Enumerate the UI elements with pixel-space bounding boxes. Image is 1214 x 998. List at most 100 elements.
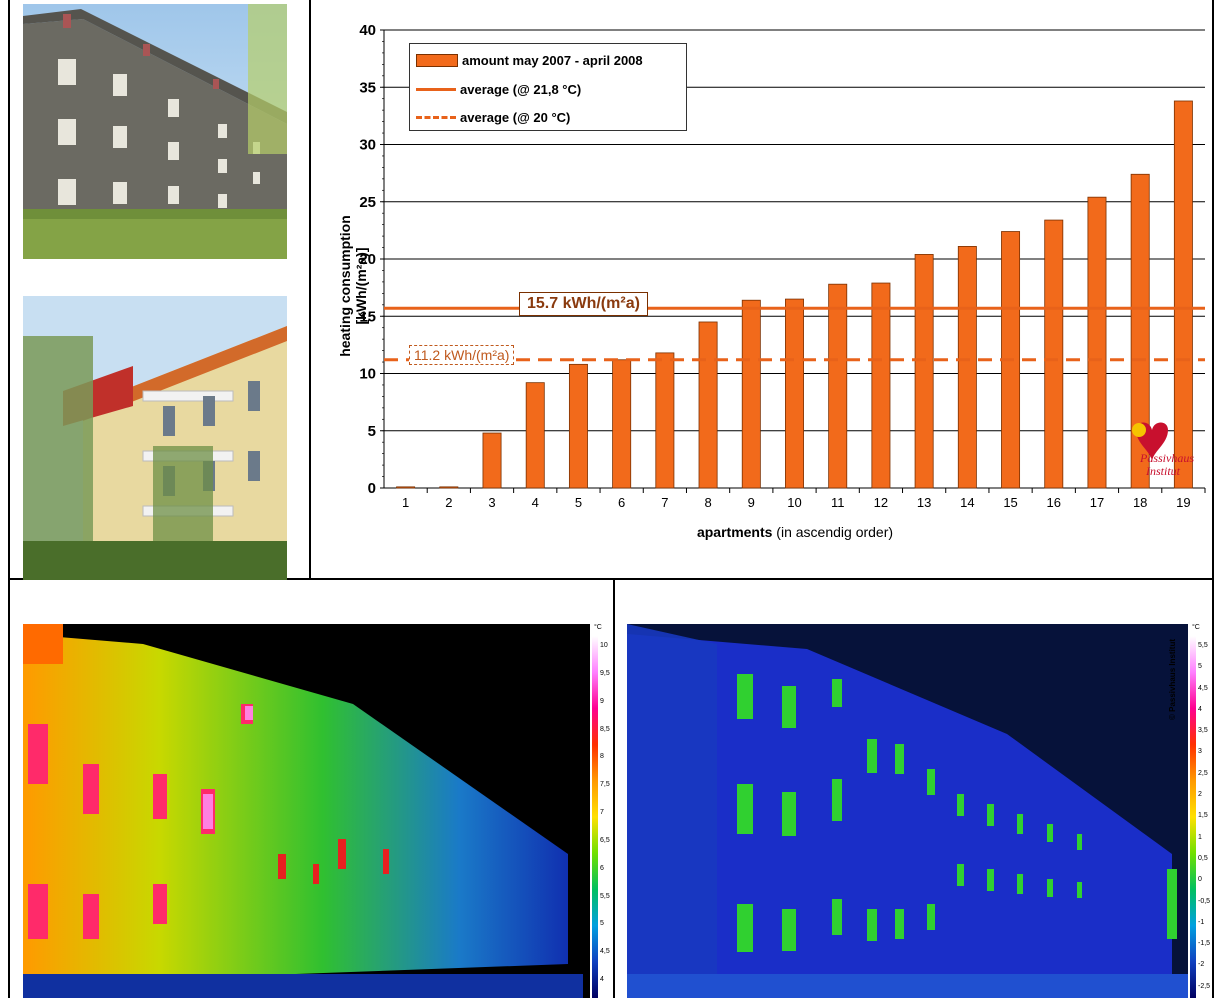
bottom-left-panel xyxy=(8,578,615,998)
x-tick-label: 18 xyxy=(1133,495,1147,510)
bar xyxy=(957,246,977,489)
bar xyxy=(828,283,848,489)
colorbar-tick-label: -1,5 xyxy=(1198,940,1211,948)
x-tick-label: 9 xyxy=(748,495,755,510)
bar xyxy=(914,254,934,489)
bottom-right-panel xyxy=(613,578,1214,998)
colorbar-tick-label: 0,5 xyxy=(1198,854,1208,862)
colorbar-tick-label: 1 xyxy=(1198,833,1202,841)
colorbar-tick-label: 8 xyxy=(600,753,604,761)
thermal-image-before xyxy=(23,624,590,998)
bar xyxy=(698,321,718,489)
colorbar-tick-label: 5 xyxy=(600,920,604,928)
bar xyxy=(568,363,588,489)
x-tick-label: 5 xyxy=(575,495,582,510)
colorbar-tick-label: 0 xyxy=(1198,876,1202,884)
thermal-left-credit: © Passivhaus Institut xyxy=(566,638,575,720)
x-tick-label: 12 xyxy=(874,495,888,510)
bar-swatch xyxy=(416,53,458,67)
legend-label-amount: amount may 2007 - april 2008 xyxy=(462,52,643,68)
bar xyxy=(785,298,804,489)
legend-item-amount: amount may 2007 - april 2008 xyxy=(416,51,643,69)
colorbar-tick-label: 9,5 xyxy=(600,669,610,677)
thermal-right-credit: © Passivhaus Institut xyxy=(1168,638,1177,720)
bar xyxy=(741,299,761,489)
bar xyxy=(612,359,632,489)
bar xyxy=(482,432,502,489)
bar xyxy=(871,282,891,489)
legend-label-average-21-8: average (@ 21,8 °C) xyxy=(460,81,582,97)
bar xyxy=(1130,173,1150,489)
thermal-left-gradient xyxy=(592,636,598,998)
y-tick-label: 35 xyxy=(359,79,376,96)
x-tick-label: 13 xyxy=(917,495,931,510)
x-tick-label: 4 xyxy=(532,495,539,510)
colorbar-tick-label: 4 xyxy=(1198,705,1202,713)
colorbar-tick-label: 1,5 xyxy=(1198,812,1208,820)
colorbar-tick-label: 2,5 xyxy=(1198,769,1208,777)
colorbar-tick-label: 4,5 xyxy=(600,948,610,956)
bar xyxy=(1087,196,1107,489)
colorbar-tick-label: 6 xyxy=(600,864,604,872)
bar xyxy=(439,486,459,489)
x-axis-label-bold: apartments xyxy=(696,524,773,540)
x-tick-label: 7 xyxy=(661,495,668,510)
colorbar-tick-label: 5 xyxy=(1198,663,1202,671)
building-before-photo xyxy=(23,4,287,259)
logo-text-line1: Passivhaus xyxy=(1140,451,1194,465)
colorbar-tick-label: 3,5 xyxy=(1198,727,1208,735)
bar xyxy=(1173,100,1193,489)
building-after-photo xyxy=(23,296,287,580)
x-tick-label: 16 xyxy=(1047,495,1061,510)
thermal-left-scale: 10 9,5 9 8,5 8 7,5 7 6,5 6 5,5 5 4,5 4 xyxy=(600,636,622,998)
colorbar-tick-label: 8,5 xyxy=(600,725,610,733)
thermal-image-after xyxy=(627,624,1188,998)
x-tick-label: 8 xyxy=(704,495,711,510)
average-label-20: 11.2 kWh/(m²a) xyxy=(409,345,515,365)
colorbar-tick-label: 7 xyxy=(600,809,604,817)
y-tick-label: 20 xyxy=(359,251,376,268)
logo-text-line2: Institut xyxy=(1146,464,1181,478)
colorbar-tick-label: 10 xyxy=(600,642,608,649)
colorbar-tick-label: -0,5 xyxy=(1198,897,1211,905)
bar xyxy=(396,486,416,489)
y-tick-label: 15 xyxy=(359,308,376,325)
colorbar-tick-label: 9 xyxy=(600,697,604,705)
y-tick-label: 30 xyxy=(359,137,376,154)
x-tick-label: 6 xyxy=(618,495,625,510)
y-tick-label: 25 xyxy=(359,194,376,211)
x-axis-label: apartments (in ascendig order) xyxy=(380,524,1210,540)
thermal-right-gradient xyxy=(1190,636,1196,998)
x-axis-label-rest: (in ascendig order) xyxy=(772,524,894,540)
colorbar-tick-label: -2 xyxy=(1198,961,1205,969)
colorbar-tick-label: 4 xyxy=(600,976,604,984)
colorbar-tick-label: 7,5 xyxy=(600,781,610,789)
bar xyxy=(655,352,675,489)
thermal-right-unit: °C xyxy=(1192,624,1200,631)
logo-mark-icon xyxy=(1132,422,1168,462)
colorbar-tick-label: -1 xyxy=(1198,918,1205,926)
y-axis-label: heating consumption [kWh/(m²a)] xyxy=(337,215,369,357)
thermal-left-unit: °C xyxy=(594,624,602,631)
average-label-21-8: 15.7 kWh/(m²a) xyxy=(519,292,648,316)
x-tick-label: 17 xyxy=(1090,495,1104,510)
colorbar-tick-label: 4,5 xyxy=(1198,684,1208,692)
colorbar-tick-label: 2 xyxy=(1198,791,1202,799)
x-tick-label: 1 xyxy=(402,495,409,510)
colorbar-tick-label: 6,5 xyxy=(600,836,610,844)
colorbar-tick-label: 5,5 xyxy=(600,892,610,900)
colorbar-tick-label: -2,5 xyxy=(1198,982,1211,990)
x-tick-label: 15 xyxy=(1003,495,1017,510)
passivhaus-logo: Passivhaus Institut xyxy=(1124,418,1210,488)
dashed-line-swatch xyxy=(416,115,456,119)
x-tick-label: 19 xyxy=(1176,495,1190,510)
y-tick-label: 0 xyxy=(368,480,376,497)
y-tick-label: 10 xyxy=(359,366,376,383)
solid-line-swatch xyxy=(416,87,456,91)
x-tick-label: 2 xyxy=(445,495,452,510)
colorbar-tick-label: 5,5 xyxy=(1198,642,1208,649)
x-tick-label: 10 xyxy=(787,495,801,510)
y-tick-label: 5 xyxy=(368,423,376,440)
legend-item-average-20: average (@ 20 °C) xyxy=(416,108,570,126)
x-tick-label: 14 xyxy=(960,495,974,510)
